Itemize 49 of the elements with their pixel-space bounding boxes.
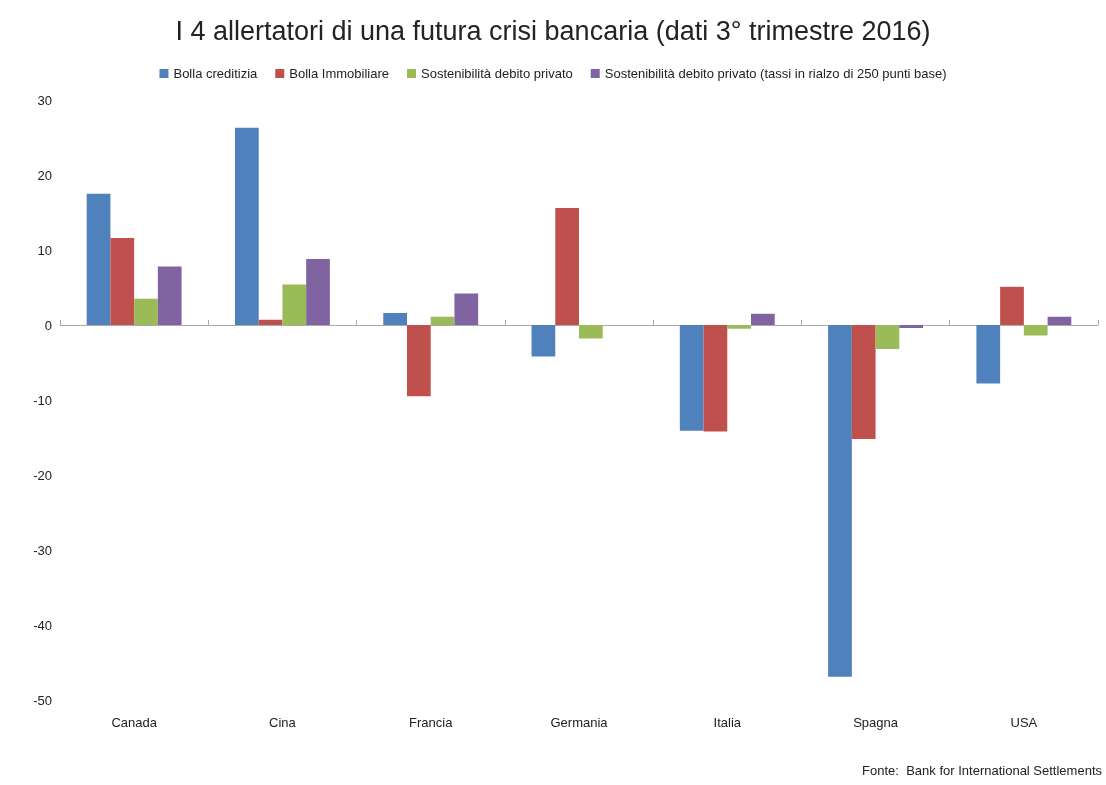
- bar: [703, 325, 728, 432]
- bar: [110, 238, 135, 325]
- bar: [1000, 286, 1024, 325]
- x-tick-label: Francia: [409, 715, 454, 730]
- y-tick-label: -30: [33, 542, 52, 558]
- legend-label: Sostenibilità debito privato (tassi in rialzo di 250 punti base): [604, 66, 947, 81]
- x-tick-label: Italia: [713, 715, 742, 730]
- x-tick-label: Cina: [269, 715, 297, 730]
- bar: [1047, 316, 1072, 325]
- bar: [454, 293, 479, 325]
- x-tick-label: Canada: [111, 715, 158, 730]
- bar: [679, 325, 704, 431]
- bar: [430, 316, 455, 325]
- bar: [727, 325, 752, 329]
- bar: [86, 193, 111, 325]
- source-note: Fonte: Bank for International Settlements: [862, 763, 1103, 778]
- bar: [234, 127, 259, 325]
- y-tick-label: 20: [37, 167, 52, 183]
- legend-label: Bolla Immobiliare: [289, 66, 389, 81]
- bar: [851, 325, 876, 439]
- bar: [555, 208, 579, 325]
- y-tick-label: -20: [33, 467, 52, 483]
- y-tick-label: 0: [44, 317, 52, 333]
- bar: [157, 266, 182, 325]
- bar: [383, 313, 407, 325]
- bar: [258, 319, 283, 325]
- bar: [899, 325, 924, 328]
- bar: [306, 259, 330, 325]
- chart-title: I 4 allertatori di una futura crisi bancaria (dati 3° trimestre 2016): [175, 15, 931, 46]
- bar: [1023, 325, 1048, 336]
- y-tick-label: 30: [37, 92, 52, 108]
- bar: [751, 313, 775, 325]
- bar: [531, 325, 556, 357]
- y-tick-label: -50: [33, 692, 52, 708]
- x-tick-label: Germania: [550, 715, 609, 730]
- y-tick-label: 10: [37, 242, 52, 258]
- legend-label: Sostenibilità debito privato: [420, 66, 573, 81]
- y-tick-label: -40: [33, 617, 52, 633]
- bar: [976, 325, 1001, 384]
- bar: [579, 325, 603, 339]
- bar: [828, 325, 852, 677]
- x-tick-label: USA: [1010, 715, 1038, 730]
- bar: [282, 284, 307, 325]
- bar: [134, 298, 158, 325]
- bar: [875, 325, 900, 349]
- legend-label: Bolla creditizia: [173, 66, 259, 81]
- x-tick-label: Spagna: [853, 715, 899, 730]
- y-tick-label: -10: [33, 392, 52, 408]
- bar: [406, 325, 431, 397]
